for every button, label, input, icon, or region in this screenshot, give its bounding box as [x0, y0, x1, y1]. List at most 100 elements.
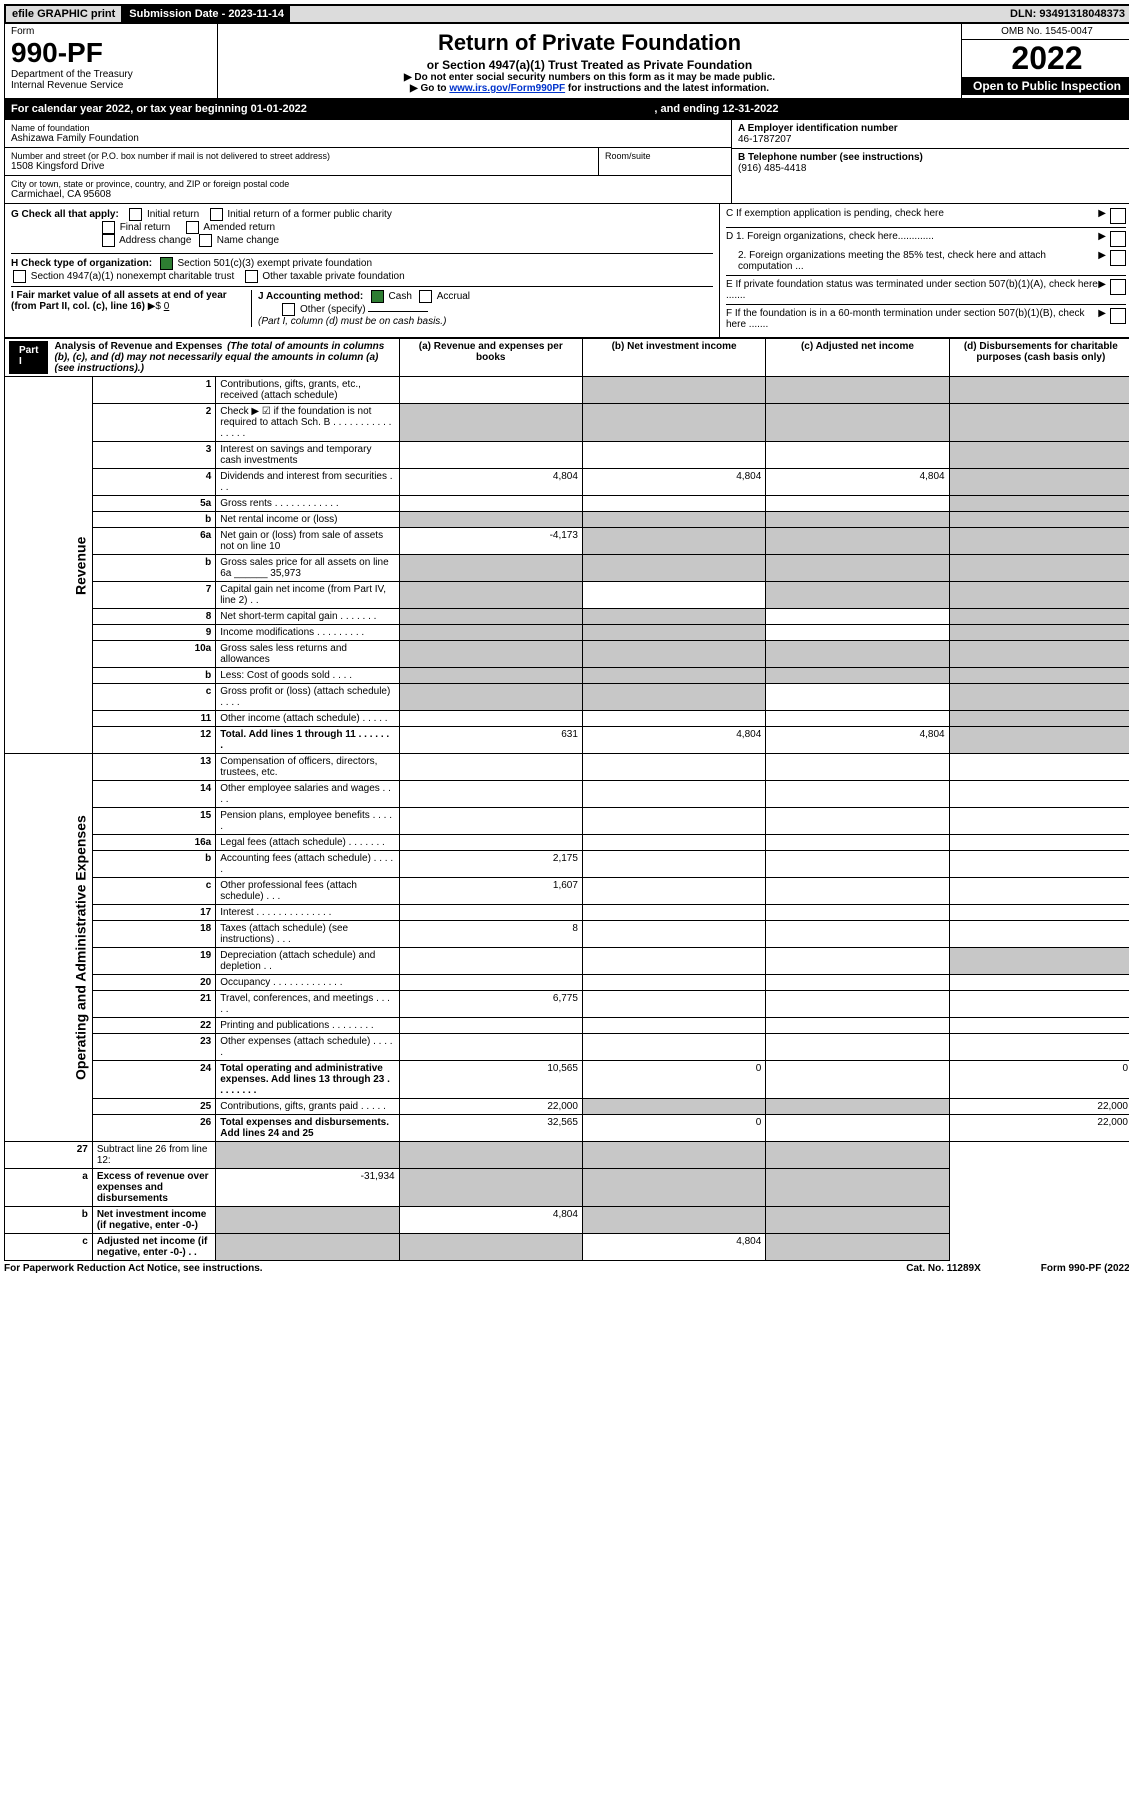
cb-4947[interactable]: [13, 270, 26, 283]
table-row: 5aGross rents . . . . . . . . . . . .: [5, 496, 1129, 512]
line-number: 5a: [92, 496, 215, 512]
cell-value: [766, 835, 949, 851]
d1-text: D 1. Foreign organizations, check here..…: [726, 231, 1098, 242]
cell-value: [399, 948, 582, 975]
cell-value: [949, 851, 1129, 878]
form-subtitle: or Section 4947(a)(1) Trust Treated as P…: [222, 58, 957, 72]
cb-other-method[interactable]: [282, 303, 295, 316]
cell-shaded: [949, 727, 1129, 754]
cell-value: [949, 905, 1129, 921]
cell-value: [399, 781, 582, 808]
line-description: Other income (attach schedule) . . . . .: [216, 711, 399, 727]
line-description: Net investment income (if negative, ente…: [92, 1207, 215, 1234]
cell-shaded: [582, 404, 765, 442]
j-note: (Part I, column (d) must be on cash basi…: [258, 316, 446, 327]
cb-amended[interactable]: [186, 221, 199, 234]
line-description: Subtract line 26 from line 12:: [92, 1142, 215, 1169]
cell-value: [766, 754, 949, 781]
cell-shaded: [399, 668, 582, 684]
cell-value: [582, 711, 765, 727]
table-row: 12Total. Add lines 1 through 11 . . . . …: [5, 727, 1129, 754]
line-number: 13: [92, 754, 215, 781]
table-row: bGross sales price for all assets on lin…: [5, 555, 1129, 582]
cell-shaded: [949, 668, 1129, 684]
cell-shaded: [766, 1142, 949, 1169]
line-number: 18: [92, 921, 215, 948]
line-number: 8: [92, 609, 215, 625]
cb-cash[interactable]: [371, 290, 384, 303]
table-row: aExcess of revenue over expenses and dis…: [5, 1169, 1129, 1207]
cell-value: [766, 878, 949, 905]
table-row: 4Dividends and interest from securities …: [5, 469, 1129, 496]
table-row: bLess: Cost of goods sold . . . .: [5, 668, 1129, 684]
cell-value: 22,000: [949, 1099, 1129, 1115]
cb-d1[interactable]: [1110, 231, 1126, 247]
footer-left: For Paperwork Reduction Act Notice, see …: [4, 1263, 263, 1274]
cell-shaded: [949, 609, 1129, 625]
cb-other-taxable[interactable]: [245, 270, 258, 283]
cell-value: [949, 1034, 1129, 1061]
cell-shaded: [399, 555, 582, 582]
fmv-value: 0: [164, 301, 170, 312]
line-number: 12: [92, 727, 215, 754]
cell-value: [949, 878, 1129, 905]
line-description: Capital gain net income (from Part IV, l…: [216, 582, 399, 609]
cell-value: 0: [582, 1061, 765, 1099]
cell-shaded: [216, 1207, 399, 1234]
cell-value: [766, 711, 949, 727]
cell-shaded: [949, 469, 1129, 496]
line-description: Total. Add lines 1 through 11 . . . . . …: [216, 727, 399, 754]
line-number: 16a: [92, 835, 215, 851]
table-row: cAdjusted net income (if negative, enter…: [5, 1234, 1129, 1261]
cell-value: 2,175: [399, 851, 582, 878]
cell-shaded: [582, 641, 765, 668]
table-row: Revenue1Contributions, gifts, grants, et…: [5, 377, 1129, 404]
cb-name-change[interactable]: [199, 234, 212, 247]
cell-shaded: [399, 684, 582, 711]
line-number: 21: [92, 991, 215, 1018]
table-row: 14Other employee salaries and wages . . …: [5, 781, 1129, 808]
part1-table: Part I Analysis of Revenue and Expenses …: [4, 338, 1129, 1261]
d2-text: 2. Foreign organizations meeting the 85%…: [726, 250, 1098, 272]
line-description: Contributions, gifts, grants, etc., rece…: [216, 377, 399, 404]
telephone: (916) 485-4418: [738, 163, 1126, 174]
line-description: Printing and publications . . . . . . . …: [216, 1018, 399, 1034]
table-row: 2Check ▶ ☑ if the foundation is not requ…: [5, 404, 1129, 442]
addr-label: Number and street (or P.O. box number if…: [11, 151, 592, 161]
cb-501c3[interactable]: [160, 257, 173, 270]
checks-block: G Check all that apply: Initial return I…: [4, 204, 1129, 338]
submission-date: Submission Date - 2023-11-14: [123, 6, 290, 22]
cell-value: 0: [582, 1115, 765, 1142]
cb-final-return[interactable]: [102, 221, 115, 234]
cb-address-change[interactable]: [102, 234, 115, 247]
table-row: 17Interest . . . . . . . . . . . . . .: [5, 905, 1129, 921]
line-description: Income modifications . . . . . . . . .: [216, 625, 399, 641]
cell-value: [949, 835, 1129, 851]
cell-value: [766, 975, 949, 991]
line-number: c: [92, 878, 215, 905]
cell-value: [399, 442, 582, 469]
cal-year-begin: For calendar year 2022, or tax year begi…: [11, 103, 307, 115]
cell-value: 22,000: [399, 1099, 582, 1115]
cb-c[interactable]: [1110, 208, 1126, 224]
line-number: c: [92, 684, 215, 711]
line-number: b: [92, 512, 215, 528]
cell-shaded: [399, 609, 582, 625]
cb-accrual[interactable]: [419, 290, 432, 303]
footer: For Paperwork Reduction Act Notice, see …: [4, 1261, 1129, 1274]
cb-d2[interactable]: [1110, 250, 1126, 266]
cb-initial-former[interactable]: [210, 208, 223, 221]
instructions-link[interactable]: www.irs.gov/Form990PF: [449, 83, 565, 94]
cb-f[interactable]: [1110, 308, 1126, 324]
line-number: 7: [92, 582, 215, 609]
table-row: bNet investment income (if negative, ent…: [5, 1207, 1129, 1234]
cell-value: [399, 377, 582, 404]
line-description: Gross rents . . . . . . . . . . . .: [216, 496, 399, 512]
cell-shaded: [582, 684, 765, 711]
cb-e[interactable]: [1110, 279, 1126, 295]
cell-value: [766, 1034, 949, 1061]
efile-label: efile GRAPHIC print: [6, 6, 123, 22]
cb-initial-return[interactable]: [129, 208, 142, 221]
line-description: Net gain or (loss) from sale of assets n…: [216, 528, 399, 555]
cell-value: [766, 1018, 949, 1034]
